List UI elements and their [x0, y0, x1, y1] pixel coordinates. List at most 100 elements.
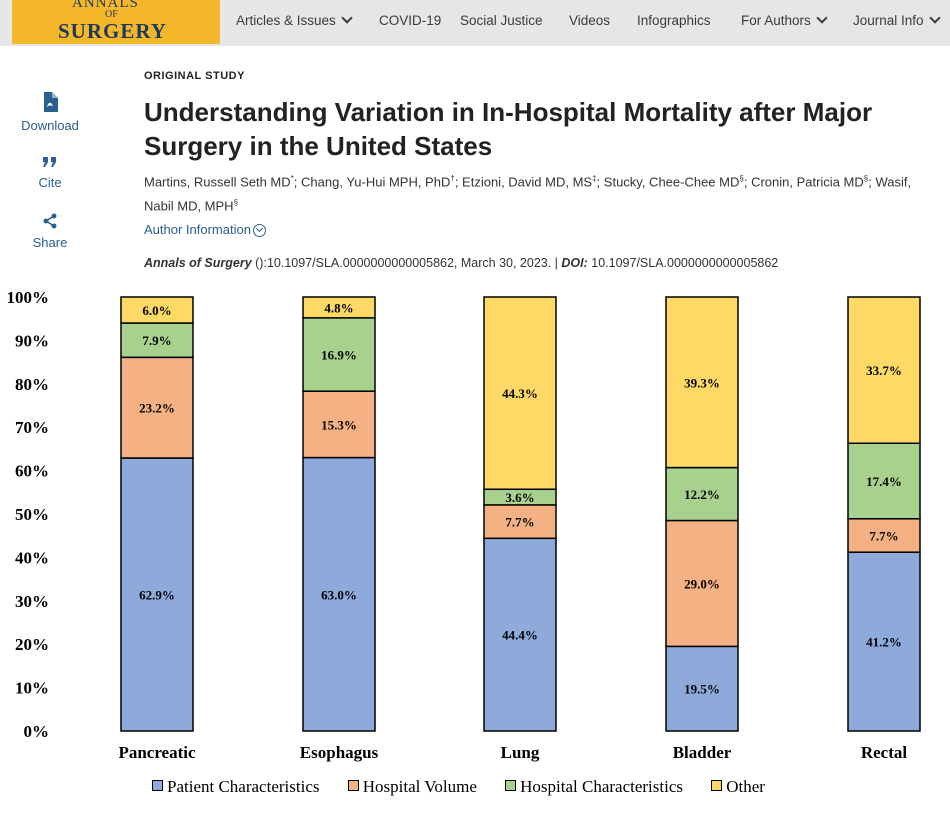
chevron-down-circle-icon	[252, 224, 266, 237]
logo-line1: ANNALS	[72, 0, 139, 11]
bar-segment-volume	[665, 519, 739, 648]
author-name[interactable]: Etzioni, David MD, MS	[462, 174, 593, 190]
journal-logo[interactable]: ANNALS OF SURGERY	[12, 0, 220, 44]
doi-label: DOI:	[561, 256, 588, 270]
nav-infographics[interactable]: Infographics	[637, 13, 711, 28]
bar-segment-volume	[483, 504, 557, 540]
x-category-label: Pancreatic	[118, 743, 196, 762]
chevron-down-icon	[341, 12, 353, 24]
y-tick-label: 70%	[15, 418, 49, 437]
share-button[interactable]: Share	[5, 213, 95, 250]
bar-segment-other	[665, 296, 739, 469]
author-information-label: Author Information	[144, 222, 251, 237]
nav-covid-19[interactable]: COVID-19	[379, 13, 442, 28]
top-nav-bar: ANNALS OF SURGERY Articles & Issues COVI…	[0, 0, 950, 46]
data-label: 44.4%	[502, 628, 538, 643]
nav-social-justice[interactable]: Social Justice	[460, 13, 543, 28]
bar-segment-volume	[302, 390, 376, 459]
doi-value[interactable]: 10.1097/SLA.0000000000005862	[587, 256, 779, 270]
quote-icon	[43, 157, 56, 167]
author-name[interactable]: Cronin, Patricia MD	[751, 174, 864, 190]
bar-segment-other	[302, 296, 376, 319]
y-tick-label: 10%	[15, 679, 49, 698]
data-label: 6.0%	[142, 303, 171, 318]
journal-name: Annals of Surgery	[144, 256, 252, 270]
chevron-down-icon	[928, 12, 941, 24]
y-tick-label: 90%	[15, 331, 49, 350]
download-button[interactable]: Download	[5, 92, 95, 133]
bar-segment-patient	[665, 645, 739, 732]
author-information-toggle[interactable]: Author Information	[144, 221, 266, 237]
y-tick-label: 30%	[15, 592, 49, 611]
bar-segment-hospital	[120, 322, 194, 359]
bar-segment-patient	[302, 456, 376, 732]
pdf-icon	[44, 92, 58, 112]
y-tick-label: 100%	[7, 288, 50, 307]
legend-item-other: Other	[711, 777, 765, 796]
data-label: 19.5%	[684, 682, 720, 697]
data-label: 12.2%	[684, 487, 720, 502]
x-category-label: Lung	[501, 743, 540, 762]
x-category-label: Rectal	[861, 743, 908, 762]
data-label: 7.7%	[869, 528, 898, 543]
bar-segment-other	[483, 296, 557, 491]
download-label: Download	[21, 118, 79, 133]
data-label: 41.2%	[866, 635, 902, 650]
author-name[interactable]: Martins, Russell Seth MD	[144, 174, 291, 190]
legend-item-volume: Hospital Volume	[347, 777, 477, 796]
data-label: 29.0%	[684, 576, 720, 591]
legend-swatch-other	[711, 780, 723, 791]
citation-line: Annals of Surgery ():10.1097/SLA.0000000…	[144, 256, 778, 270]
data-label: 7.9%	[142, 333, 171, 348]
logo-line2: OF	[105, 9, 118, 20]
data-label: 3.6%	[505, 490, 534, 505]
y-tick-label: 20%	[15, 635, 49, 654]
y-tick-label: 80%	[15, 375, 49, 394]
stacked-bar-chart: 0% 10% 20% 30% 40% 50% 60% 70% 80% 90% 100% 62.9% 23…	[7, 288, 921, 762]
nav-for-authors[interactable]: For Authors	[741, 12, 828, 28]
y-tick-label: 40%	[15, 548, 49, 567]
legend-swatch-hospital	[505, 780, 517, 791]
data-label: 62.9%	[139, 588, 175, 603]
author-name[interactable]: Wasif, Nabil MD, MPH	[144, 174, 912, 214]
share-label: Share	[32, 235, 68, 250]
nav-videos[interactable]: Videos	[569, 13, 611, 28]
bar-segment-hospital	[847, 442, 921, 520]
data-label: 44.3%	[502, 386, 538, 401]
x-category-label: Bladder	[673, 743, 732, 762]
legend-swatch-patient	[152, 780, 163, 791]
data-label: 16.9%	[321, 348, 357, 363]
data-label: 7.7%	[505, 515, 534, 530]
bar-segment-other	[847, 296, 921, 445]
bar-segment-hospital	[665, 466, 739, 522]
nav-articles-issues[interactable]: Articles & Issues	[236, 12, 353, 28]
legend-item-patient: Patient Characteristics	[152, 777, 319, 796]
y-tick-label: 50%	[15, 505, 49, 524]
logo-line3: SURGERY	[58, 19, 167, 43]
author-name[interactable]: Chang, Yu-Hui MPH, PhD	[301, 174, 451, 190]
legend-swatch-volume	[347, 780, 359, 791]
chevron-down-icon	[816, 12, 828, 24]
share-icon	[43, 213, 57, 229]
legend-item-hospital: Hospital Characteristics	[505, 777, 683, 796]
x-category-label: Esophagus	[300, 743, 379, 762]
y-tick-label: 60%	[15, 462, 49, 481]
data-label: 33.7%	[866, 363, 902, 378]
cite-label: Cite	[38, 175, 62, 190]
data-label: 23.2%	[139, 401, 175, 416]
data-label: 4.8%	[324, 300, 353, 315]
chart-legend: Patient Characteristics Hospital Volume …	[152, 777, 789, 797]
author-list: Martins, Russell Seth MD*; Chang, Yu-Hui…	[144, 174, 912, 214]
bar-segment-other	[120, 296, 194, 324]
data-label: 63.0%	[321, 587, 357, 602]
article-type: ORIGINAL STUDY	[144, 70, 245, 82]
cite-button[interactable]: Cite	[5, 155, 95, 190]
data-label: 15.3%	[321, 417, 357, 432]
data-label: 39.3%	[684, 375, 720, 390]
page-title: Understanding Variation in In-Hospital M…	[144, 97, 873, 161]
author-name[interactable]: Stucky, Chee-Chee MD	[603, 174, 740, 190]
bar-segment-patient	[847, 551, 921, 732]
nav-journal-info[interactable]: Journal Info	[853, 12, 941, 28]
data-label: 17.4%	[866, 474, 902, 489]
y-tick-label: 0%	[24, 722, 50, 741]
